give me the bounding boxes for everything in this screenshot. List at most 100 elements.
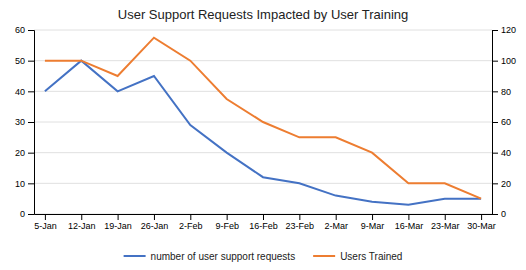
tick-mark bbox=[263, 214, 264, 220]
tick-label: 23-Feb bbox=[286, 221, 315, 231]
tick-mark bbox=[28, 30, 34, 31]
tick-mark bbox=[372, 214, 373, 220]
tick-mark bbox=[492, 153, 498, 154]
tick: 9-Feb bbox=[215, 214, 239, 231]
tick-label: 120 bbox=[501, 25, 516, 35]
tick-label: 20 bbox=[15, 148, 25, 158]
tick-mark bbox=[492, 122, 498, 123]
tick-mark bbox=[445, 214, 446, 220]
tick-label: 80 bbox=[501, 87, 511, 97]
tick-label: 20 bbox=[501, 179, 511, 189]
x-axis: 5-Jan 12-Jan 19-Jan 26-Jan 2-Feb 9-Feb 16-Feb 2… bbox=[34, 214, 496, 231]
tick-label: 0 bbox=[501, 209, 506, 219]
y2-axis: 0 20 40 60 80 100 120 bbox=[492, 25, 516, 219]
lines bbox=[45, 38, 481, 205]
plot: 5-Jan 12-Jan 19-Jan 26-Jan 2-Feb 9-Feb 16-Feb 2… bbox=[15, 25, 516, 231]
tick-mark bbox=[81, 214, 82, 220]
grid bbox=[34, 30, 492, 214]
tick: 2-Feb bbox=[179, 214, 203, 231]
legend-item: number of user support requests bbox=[124, 251, 296, 262]
tick: 80 bbox=[492, 87, 511, 97]
tick: 30 bbox=[15, 117, 34, 127]
tick-mark bbox=[492, 183, 498, 184]
tick: 23-Feb bbox=[286, 214, 315, 231]
legend-label: Users Trained bbox=[340, 251, 402, 262]
tick: 16-Feb bbox=[249, 214, 278, 231]
axis-line bbox=[493, 31, 499, 215]
tick-mark bbox=[28, 214, 34, 215]
tick: 60 bbox=[492, 117, 511, 127]
tick: 40 bbox=[15, 87, 34, 97]
tick-mark bbox=[45, 214, 46, 220]
tick-label: 2-Feb bbox=[179, 221, 203, 231]
tick-label: 100 bbox=[501, 56, 516, 66]
tick-label: 50 bbox=[15, 56, 25, 66]
tick: 60 bbox=[15, 25, 34, 35]
tick: 19-Jan bbox=[104, 214, 132, 231]
tick-mark bbox=[227, 214, 228, 220]
tick: 20 bbox=[15, 148, 34, 158]
tick-mark bbox=[492, 91, 498, 92]
tick-label: 9-Feb bbox=[215, 221, 239, 231]
tick-mark bbox=[118, 214, 119, 220]
tick: 20 bbox=[492, 179, 511, 189]
legend-item: Users Trained bbox=[313, 251, 402, 262]
tick-mark bbox=[28, 122, 34, 123]
tick: 100 bbox=[492, 56, 516, 66]
tick: 26-Jan bbox=[141, 214, 169, 231]
tick: 0 bbox=[20, 209, 34, 219]
tick-mark bbox=[28, 91, 34, 92]
legend-swatch bbox=[124, 255, 146, 257]
title: User Support Requests Impacted by User T… bbox=[118, 7, 408, 22]
tick-mark bbox=[28, 61, 34, 62]
tick-label: 10 bbox=[15, 179, 25, 189]
tick-label: 40 bbox=[15, 87, 25, 97]
grid-line bbox=[34, 152, 492, 153]
tick-mark bbox=[299, 214, 300, 220]
tick-label: 40 bbox=[501, 148, 511, 158]
grid-line bbox=[34, 30, 492, 31]
tick: 12-Jan bbox=[68, 214, 96, 231]
tick: 40 bbox=[492, 148, 511, 158]
tick: 5-Jan bbox=[34, 214, 57, 231]
legend: number of user support requests Users Tra… bbox=[124, 251, 403, 262]
tick-mark bbox=[492, 30, 498, 31]
tick-label: 16-Mar bbox=[395, 221, 424, 231]
grid-line bbox=[34, 60, 492, 61]
tick-label: 19-Jan bbox=[104, 221, 132, 231]
tick-label: 2-Mar bbox=[324, 221, 348, 231]
tick-mark bbox=[154, 214, 155, 220]
tick-label: 0 bbox=[20, 209, 25, 219]
tick: 10 bbox=[15, 179, 34, 189]
series-line bbox=[45, 38, 481, 199]
tick: 0 bbox=[492, 209, 506, 219]
tick-mark bbox=[492, 214, 498, 215]
tick: 120 bbox=[492, 25, 516, 35]
tick: 30-Mar bbox=[467, 214, 496, 231]
grid-line bbox=[34, 91, 492, 92]
tick-mark bbox=[408, 214, 409, 220]
tick-label: 30-Mar bbox=[467, 221, 496, 231]
y-axis: 0 10 20 30 40 50 60 bbox=[15, 25, 35, 219]
tick: 16-Mar bbox=[395, 214, 424, 231]
tick-mark bbox=[28, 183, 34, 184]
tick-mark bbox=[190, 214, 191, 220]
tick: 2-Mar bbox=[324, 214, 348, 231]
tick: 23-Mar bbox=[431, 214, 460, 231]
tick-label: 12-Jan bbox=[68, 221, 96, 231]
tick: 50 bbox=[15, 56, 34, 66]
tick-label: 60 bbox=[501, 117, 511, 127]
tick-label: 26-Jan bbox=[141, 221, 169, 231]
chart: User Support Requests Impacted by User T… bbox=[0, 0, 526, 270]
tick-mark bbox=[492, 61, 498, 62]
legend-label: number of user support requests bbox=[151, 251, 296, 262]
tick-label: 23-Mar bbox=[431, 221, 460, 231]
axis-line bbox=[28, 31, 35, 215]
tick-label: 60 bbox=[15, 25, 25, 35]
tick-label: 16-Feb bbox=[249, 221, 278, 231]
tick: 9-Mar bbox=[361, 214, 385, 231]
tick-mark bbox=[28, 153, 34, 154]
tick-label: 5-Jan bbox=[34, 221, 57, 231]
tick-mark bbox=[336, 214, 337, 220]
tick-label: 9-Mar bbox=[361, 221, 385, 231]
